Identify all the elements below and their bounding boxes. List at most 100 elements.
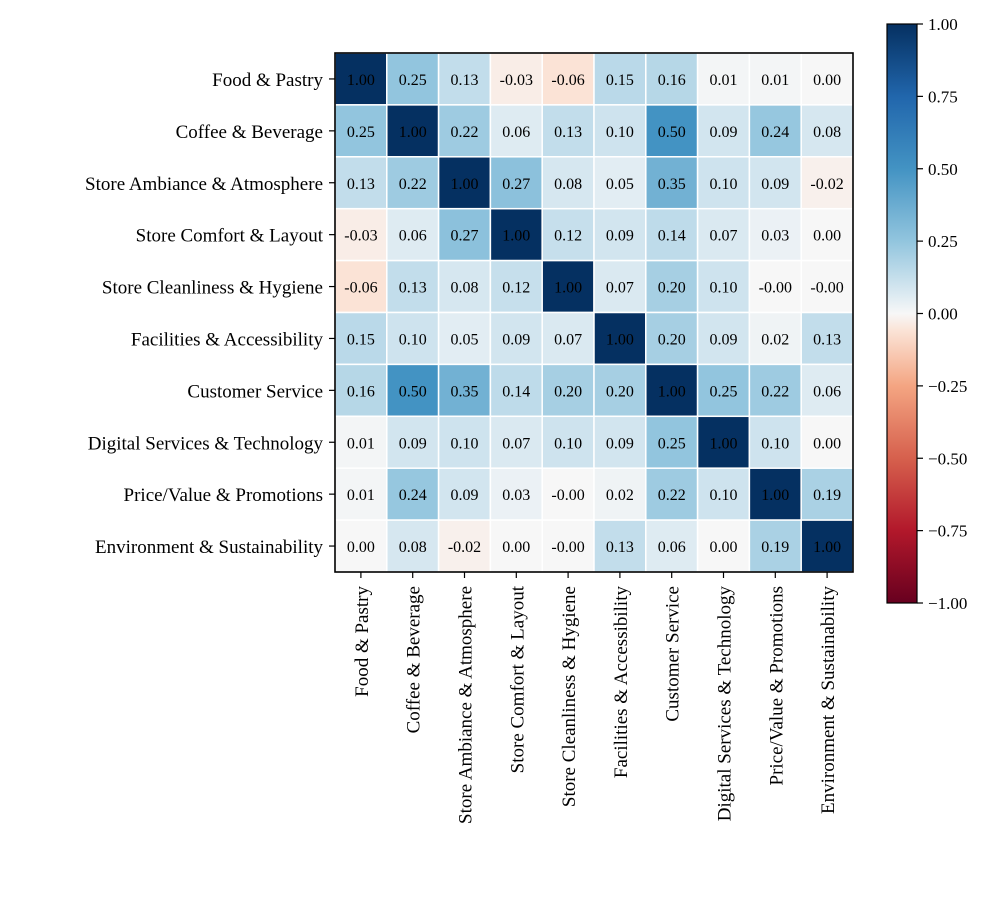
cell-value-r1-c7: 0.09	[710, 124, 738, 141]
cell-value-r7-c6: 0.25	[658, 435, 686, 452]
cell-value-r8-c0: 0.01	[347, 487, 375, 504]
heatmap-cells	[334, 52, 854, 573]
heatmap-cell-r6-c6	[645, 363, 699, 418]
heatmap-cell-r4-c9	[800, 259, 854, 314]
cell-value-r5-c1: 0.10	[399, 331, 427, 348]
heatmap-cell-r8-c4	[541, 467, 595, 521]
y-tick-label: Environment & Sustainability	[95, 537, 323, 558]
cell-value-r3-c0: -0.03	[344, 228, 377, 245]
cell-value-r1-c0: 0.25	[347, 124, 375, 141]
x-tick-label: Coffee & Beverage	[404, 586, 425, 733]
y-tick-label: Facilities & Accessibility	[131, 329, 324, 350]
cell-value-r9-c7: 0.00	[710, 539, 738, 556]
cell-value-r4-c8: -0.00	[759, 280, 792, 297]
heatmap-cell-r6-c0	[334, 363, 388, 418]
colorbar-gradient	[886, 23, 918, 604]
cell-value-r1-c9: 0.08	[813, 124, 841, 141]
cell-value-r8-c6: 0.22	[658, 487, 686, 504]
x-tick-label: Food & Pastry	[352, 586, 373, 697]
cell-value-r9-c6: 0.06	[658, 539, 686, 556]
heatmap-cell-r9-c7	[696, 519, 751, 573]
cell-value-r1-c1: 1.00	[399, 124, 427, 141]
heatmap-cell-r5-c5	[593, 311, 647, 366]
cell-value-r3-c8: 0.03	[761, 228, 789, 245]
heatmap-cell-r1-c6	[645, 104, 699, 158]
cell-value-r7-c0: 0.01	[347, 435, 375, 452]
cell-value-r4-c3: 0.12	[502, 280, 530, 297]
y-tick-label: Digital Services & Technology	[88, 433, 324, 454]
cell-value-r6-c0: 0.16	[347, 383, 375, 400]
heatmap-cell-r2-c1	[386, 156, 440, 210]
cell-value-r0-c1: 0.25	[399, 72, 427, 89]
heatmap-cell-r1-c8	[748, 104, 802, 158]
cell-value-r9-c9: 1.00	[813, 539, 841, 556]
y-tick-label: Store Cleanliness & Hygiene	[102, 278, 323, 299]
cell-value-r7-c7: 1.00	[710, 435, 738, 452]
cell-value-r8-c3: 0.03	[502, 487, 530, 504]
heatmap-cell-r9-c4	[541, 519, 595, 573]
cell-value-r6-c9: 0.06	[813, 383, 841, 400]
heatmap-cell-r6-c8	[748, 363, 802, 418]
heatmap-cell-r6-c3	[489, 363, 543, 418]
heatmap-cell-r8-c6	[645, 467, 699, 521]
cell-value-r3-c5: 0.09	[606, 228, 634, 245]
heatmap-cell-r3-c5	[593, 207, 647, 262]
colorbar-tick-label: −0.50	[928, 449, 967, 468]
heatmap-cell-r5-c4	[541, 311, 595, 366]
cell-value-r4-c0: -0.06	[344, 280, 377, 297]
cell-value-r7-c4: 0.10	[554, 435, 582, 452]
plot-frame	[334, 52, 854, 573]
colorbar-tick-label: −1.00	[928, 594, 967, 613]
cell-value-r7-c1: 0.09	[399, 435, 427, 452]
cell-value-r6-c7: 0.25	[710, 383, 738, 400]
cell-value-r6-c2: 0.35	[451, 383, 479, 400]
heatmap-cell-r4-c5	[593, 259, 647, 314]
cell-value-r8-c1: 0.24	[399, 487, 427, 504]
colorbar-tick-label: 0.00	[928, 305, 958, 324]
x-tick-label: Store Comfort & Layout	[507, 585, 528, 773]
heatmap-cell-r2-c2	[437, 156, 492, 210]
cell-value-r2-c7: 0.10	[710, 176, 738, 193]
heatmap-cell-r6-c5	[593, 363, 647, 418]
cell-value-r2-c4: 0.08	[554, 176, 582, 193]
cell-value-r0-c6: 0.16	[658, 72, 686, 89]
heatmap-cell-r2-c6	[645, 156, 699, 210]
cell-value-r2-c5: 0.05	[606, 176, 634, 193]
cell-value-r4-c5: 0.07	[606, 280, 634, 297]
cell-value-r6-c1: 0.50	[399, 383, 427, 400]
y-tick-label: Food & Pastry	[212, 70, 323, 91]
cell-value-r4-c2: 0.08	[451, 280, 479, 297]
heatmap-cell-r9-c0	[334, 519, 388, 573]
x-tick-label: Price/Value & Promotions	[766, 586, 787, 785]
cell-value-r1-c6: 0.50	[658, 124, 686, 141]
heatmap-cell-r4-c7	[696, 259, 751, 314]
heatmap-cell-r4-c6	[645, 259, 699, 314]
cell-value-r0-c5: 0.15	[606, 72, 634, 89]
cell-value-r5-c4: 0.07	[554, 331, 582, 348]
cell-value-r9-c0: 0.00	[347, 539, 375, 556]
heatmap-cell-r7-c6	[645, 415, 699, 469]
cell-value-r9-c8: 0.19	[761, 539, 789, 556]
colorbar-tick-label: 0.25	[928, 232, 958, 251]
heatmap-cell-r1-c7	[696, 104, 751, 158]
cell-value-r3-c9: 0.00	[813, 228, 841, 245]
cell-value-r1-c2: 0.22	[451, 124, 479, 141]
cell-value-r1-c8: 0.24	[761, 124, 789, 141]
y-tick-label: Store Comfort & Layout	[136, 226, 324, 247]
heatmap-cell-r1-c5	[593, 104, 647, 158]
heatmap-cell-r4-c8	[748, 259, 802, 314]
cell-value-r8-c8: 1.00	[761, 487, 789, 504]
heatmap-cell-r1-c9	[800, 104, 854, 158]
cell-value-r4-c4: 1.00	[554, 280, 582, 297]
cell-value-r3-c6: 0.14	[658, 228, 686, 245]
heatmap-cell-r5-c0	[334, 311, 388, 366]
cell-value-r9-c1: 0.08	[399, 539, 427, 556]
cell-value-r2-c3: 0.27	[502, 176, 530, 193]
heatmap-cell-r8-c1	[386, 467, 440, 521]
y-tick-label: Customer Service	[187, 381, 323, 402]
cell-value-r0-c7: 0.01	[710, 72, 738, 89]
colorbar-tick-label: 0.50	[928, 160, 958, 179]
x-tick-label: Customer Service	[663, 586, 684, 722]
heatmap-cell-r5-c3	[489, 311, 543, 366]
